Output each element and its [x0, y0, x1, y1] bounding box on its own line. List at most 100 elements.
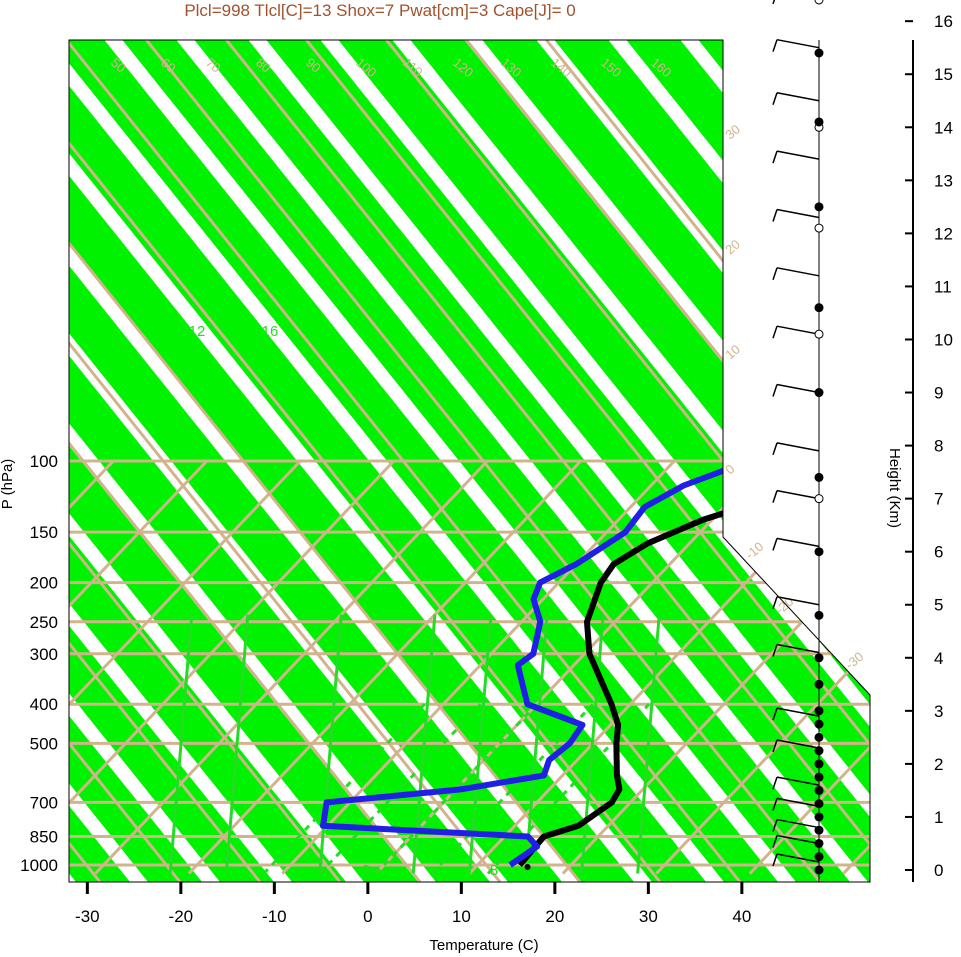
dashed-mixing-line — [374, 703, 538, 875]
isotherm-line — [69, 459, 208, 875]
height-tick-label: 6 — [934, 543, 943, 562]
height-tick-label: 2 — [934, 755, 943, 774]
chart-title: Plcl=998 Tlcl[C]=13 Shox=7 Pwat[cm]=3 Ca… — [184, 1, 575, 20]
mixing-ratio-line — [523, 614, 549, 874]
wind-barb-flag — [772, 776, 778, 790]
wind-barb — [776, 707, 820, 717]
wind-level-dot — [814, 610, 824, 620]
adiabat-line — [545, 40, 870, 882]
wind-level-dot — [814, 706, 824, 716]
wind-level-dot — [814, 679, 824, 689]
adiabat-line — [69, 40, 262, 882]
dashed-mixing-line — [486, 703, 651, 875]
isotherm-line — [94, 459, 489, 875]
wind-barb — [776, 643, 820, 654]
green-band — [522, 40, 870, 882]
wind-barb-flag — [772, 538, 778, 551]
wind-barb — [776, 150, 820, 160]
wind-barb-flag — [772, 150, 778, 164]
wind-profile — [772, 0, 824, 882]
dashed-mixing-line — [318, 703, 482, 875]
wind-barb-flag — [772, 325, 778, 339]
plot-border — [68, 39, 871, 883]
height-tick-label: 4 — [934, 649, 943, 668]
x-axis-title: Temperature (C) — [429, 937, 538, 954]
height-tick-label: 9 — [934, 384, 943, 403]
side-isotherm-label: 30 — [722, 122, 743, 143]
pressure-tick-label: 250 — [30, 613, 58, 632]
wind-level-dot — [814, 117, 824, 127]
wind-barb-flag — [772, 490, 778, 503]
mixing-ratio-label: 16 — [262, 323, 279, 340]
side-isotherm-label: -10 — [742, 539, 766, 563]
sounding-profiles — [320, 458, 826, 870]
height-tick-label: 8 — [934, 437, 943, 456]
wind-barb — [776, 596, 820, 606]
guide-lines — [69, 40, 870, 882]
wind-level-dot — [814, 732, 824, 742]
height-tick-label: 12 — [934, 224, 953, 243]
pressure-tick-label: 500 — [30, 734, 58, 753]
height-tick-label: 10 — [934, 330, 953, 349]
x-tick-label: 40 — [732, 907, 751, 926]
height-tick-label: 13 — [934, 171, 953, 190]
wind-barb-flag — [772, 384, 778, 397]
wind-barb-flag — [772, 39, 778, 52]
wind-barb — [776, 92, 820, 102]
wind-barb-flag — [772, 267, 778, 281]
wind-barb — [776, 267, 820, 277]
green-band — [69, 40, 378, 882]
wind-barb — [776, 325, 820, 335]
side-isotherm-label: 20 — [722, 237, 743, 258]
wind-barb — [776, 739, 820, 749]
plot-area — [69, 40, 870, 882]
wind-level-dot — [814, 329, 824, 339]
wind-level-dot — [814, 812, 824, 822]
wind-barb — [776, 797, 820, 808]
pressure-tick-label: 300 — [30, 645, 58, 664]
wind-level-dot — [814, 865, 824, 875]
height-tick-label: 0 — [934, 861, 943, 880]
wind-barb-flag — [772, 442, 778, 456]
height-tick-label: 7 — [934, 490, 943, 509]
height-tick-label: 1 — [934, 808, 943, 827]
surface-point — [524, 864, 531, 870]
mixing-ratio-label: 12 — [189, 323, 206, 340]
wind-level-dot — [814, 303, 824, 313]
isotherm-line — [561, 459, 870, 875]
height-tick-label: 16 — [934, 12, 953, 31]
x-tick-label: 0 — [363, 907, 372, 926]
side-isotherm-label: 0 — [722, 461, 737, 477]
wind-barb — [776, 208, 820, 219]
mixing-ratio-label: 24 — [440, 323, 457, 340]
wind-barb-flag — [772, 819, 778, 832]
wind-barb — [776, 537, 820, 548]
mixing-ratio-label: 3 — [362, 862, 370, 879]
wind-level-dot — [814, 759, 824, 769]
pressure-tick-label: 200 — [30, 574, 58, 593]
wind-barb — [776, 834, 820, 845]
x-tick-label: -20 — [169, 907, 194, 926]
mixing-ratio-label: 32 — [648, 323, 665, 340]
adiabat-line — [69, 40, 342, 882]
wind-barb-flag — [772, 798, 778, 811]
height-tick-label: 15 — [934, 65, 953, 84]
wind-level-dot — [814, 202, 824, 212]
wind-barb — [776, 776, 820, 786]
dashed-mixing-line — [262, 703, 426, 875]
wind-level-dot — [814, 825, 824, 835]
wind-level-dot — [814, 547, 824, 557]
wind-barb — [776, 442, 820, 452]
mixing-ratio-line — [636, 614, 661, 874]
temperature-profile-line — [517, 458, 826, 867]
wind-barb-flag — [772, 835, 778, 848]
pressure-tick-label: 100 — [30, 452, 58, 471]
wind-level-dot — [814, 746, 824, 756]
mixing-ratio-line — [580, 614, 605, 874]
wind-barb-flag — [772, 707, 778, 721]
pressure-axis: 100 150 200 250 300 400 500 700 850 1000 — [20, 452, 58, 875]
isotherm-line — [281, 459, 676, 875]
dewpoint-profile-line — [320, 458, 751, 868]
pressure-tick-label: 850 — [30, 827, 58, 846]
x-tick-label: 20 — [545, 907, 564, 926]
